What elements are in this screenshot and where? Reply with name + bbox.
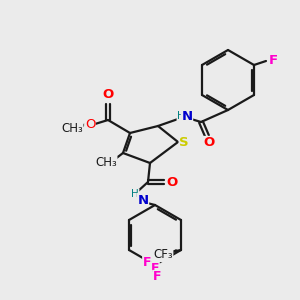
Text: F: F [268,53,278,67]
Text: N: N [137,194,148,206]
Text: O: O [203,136,214,149]
Text: O: O [167,176,178,188]
Text: H: H [177,111,185,121]
Text: F: F [151,262,159,275]
Text: S: S [179,136,189,148]
Text: CH₃: CH₃ [95,157,117,169]
Text: CH₃: CH₃ [61,122,83,134]
Text: H: H [131,189,139,199]
Text: O: O [85,118,95,130]
Text: F: F [153,271,161,284]
Text: N: N [182,110,193,122]
Text: CF₃: CF₃ [153,248,173,262]
Text: O: O [102,88,114,101]
Text: F: F [143,256,151,268]
